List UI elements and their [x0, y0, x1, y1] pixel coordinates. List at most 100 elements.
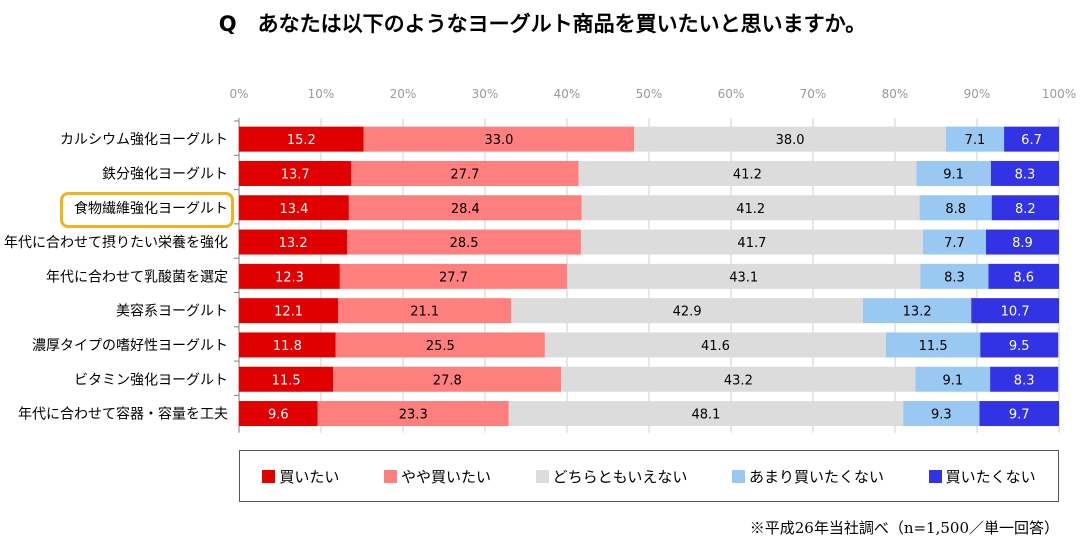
legend-label: どちらともいえない	[552, 467, 688, 486]
legend-item: やや買いたい	[383, 466, 491, 487]
x-tick-label: 80%	[882, 87, 909, 101]
legend-item: 買いたくない	[928, 466, 1036, 487]
legend-label: 買いたい	[279, 467, 340, 486]
bar-segment	[339, 263, 567, 289]
data-label: 21.1	[410, 305, 439, 320]
bar-segment	[508, 401, 904, 427]
bar-segment	[561, 366, 916, 392]
bar-segment	[990, 160, 1059, 186]
data-label: 43.2	[724, 373, 753, 388]
x-tick-label: 0%	[229, 87, 248, 101]
data-label: 41.6	[701, 339, 730, 354]
category-label: 年代に合わせて乳酸菌を選定	[46, 269, 228, 285]
data-label: 28.4	[451, 202, 480, 217]
bar-segment	[979, 401, 1059, 427]
category-label: ビタミン強化ヨーグルト	[74, 372, 228, 388]
data-label: 7.1	[965, 133, 986, 148]
data-label: 9.5	[1009, 339, 1030, 354]
bar-segment	[922, 229, 987, 255]
category-label: カルシウム強化ヨーグルト	[60, 132, 228, 148]
bar-segment	[347, 229, 581, 255]
bar-segment	[239, 126, 364, 152]
data-label: 8.2	[1015, 202, 1036, 217]
data-label: 8.3	[944, 270, 965, 285]
bar-segment	[363, 126, 635, 152]
legend-swatch	[731, 469, 745, 483]
bar-segment	[980, 332, 1059, 358]
bar-segment	[916, 160, 991, 186]
data-label: 27.7	[439, 270, 468, 285]
x-tick-label: 20%	[390, 87, 417, 101]
legend-swatch	[383, 469, 397, 483]
data-label: 15.2	[287, 133, 316, 148]
data-label: 12.1	[274, 305, 303, 320]
x-tick-label: 30%	[472, 87, 499, 101]
bar-segment	[988, 263, 1059, 289]
bar-segment	[919, 195, 992, 221]
legend-label: やや買いたい	[400, 467, 491, 486]
data-label: 8.6	[1013, 270, 1034, 285]
data-label: 41.2	[736, 202, 765, 217]
data-label: 11.8	[273, 339, 302, 354]
data-label: 13.2	[279, 236, 308, 251]
bar-segment	[580, 229, 923, 255]
legend-item: どちらともいえない	[535, 466, 688, 487]
bar-segment	[348, 195, 582, 221]
bar-segment	[317, 401, 509, 427]
data-label: 8.8	[945, 202, 966, 217]
data-label: 10.7	[1001, 305, 1030, 320]
data-label: 11.5	[919, 339, 948, 354]
bar-segment	[581, 195, 920, 221]
bar-segment	[544, 332, 886, 358]
x-tick-label: 100%	[1042, 87, 1076, 101]
source-note: ※平成26年当社調べ（n=1,500／単一回答）	[749, 519, 1059, 537]
bar-segment	[903, 401, 980, 427]
category-label: 年代に合わせて容器・容量を工夫	[18, 406, 228, 423]
legend-label: 買いたくない	[945, 467, 1036, 486]
data-label: 38.0	[776, 133, 805, 148]
data-label: 9.6	[268, 408, 289, 423]
bar-segment	[239, 298, 339, 324]
data-label: 9.1	[943, 167, 964, 182]
bar-segment	[945, 126, 1005, 152]
bar-segment	[986, 229, 1059, 255]
data-label: 8.3	[1015, 167, 1036, 182]
bar-segment	[920, 263, 989, 289]
data-label: 13.2	[903, 305, 932, 320]
x-tick-label: 50%	[636, 87, 663, 101]
bar-segment	[863, 298, 972, 324]
bar-segment	[991, 195, 1059, 221]
category-label: 年代に合わせて摂りたい栄養を強化	[4, 234, 228, 251]
x-tick-label: 90%	[964, 87, 991, 101]
bar-segment	[511, 298, 864, 324]
x-tick-label: 40%	[554, 87, 581, 101]
data-label: 8.3	[1014, 373, 1035, 388]
data-label: 27.7	[450, 167, 479, 182]
legend-label: あまり買いたくない	[748, 467, 884, 486]
data-label: 27.8	[433, 373, 462, 388]
data-label: 41.2	[733, 167, 762, 182]
bar-segment	[335, 332, 545, 358]
data-label: 28.5	[450, 236, 479, 251]
data-label: 42.9	[673, 305, 702, 320]
data-label: 23.3	[399, 408, 428, 423]
legend-item: 買いたい	[262, 466, 339, 487]
data-label: 8.9	[1012, 236, 1033, 251]
bar-segment	[990, 366, 1059, 392]
bar-segment	[239, 195, 349, 221]
data-label: 9.1	[942, 373, 963, 388]
category-label: 濃厚タイプの嗜好性ヨーグルト	[32, 338, 228, 354]
bar-segment	[351, 160, 579, 186]
bar-segment	[915, 366, 991, 392]
legend-swatch	[535, 469, 549, 483]
bar-segment	[578, 160, 917, 186]
legend: 買いたい やや買いたい どちらともいえない あまり買いたくない 買いたくない	[239, 450, 1059, 502]
bar-segment	[239, 366, 334, 392]
legend-swatch	[928, 469, 942, 483]
bar-segment	[239, 229, 348, 255]
data-label: 11.5	[272, 373, 301, 388]
category-highlight-box	[60, 192, 234, 228]
bar-segment	[333, 366, 562, 392]
data-label: 6.7	[1021, 133, 1042, 148]
